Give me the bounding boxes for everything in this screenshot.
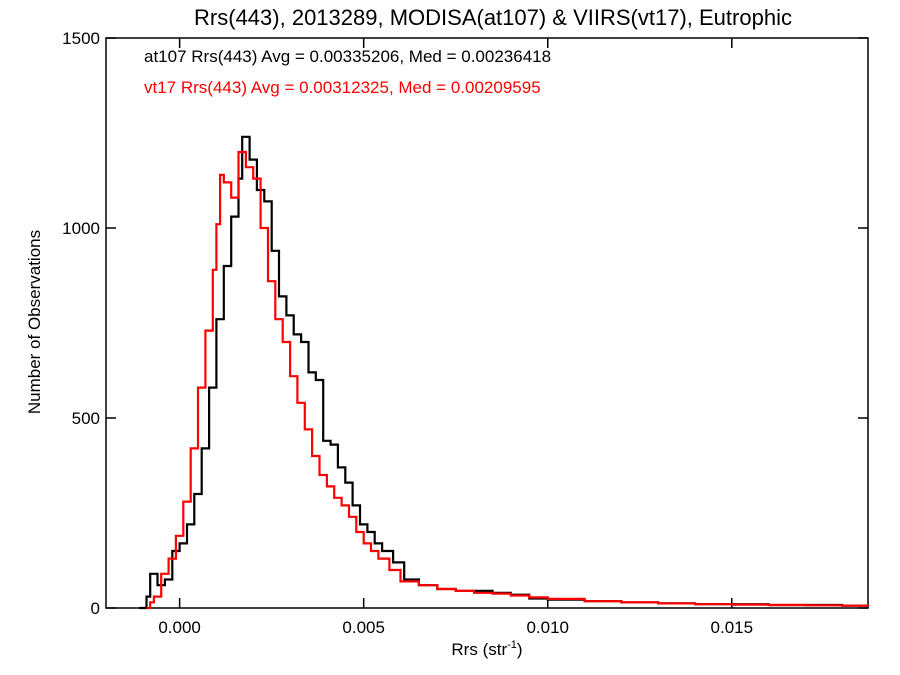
y-axis: 0 500 1000 1500 [62,29,868,618]
y-tick-label: 500 [72,409,100,428]
plot-frame [105,37,869,609]
x-axis-label: Rrs (str-1) [451,639,522,659]
x-axis: 0.000 0.005 0.010 0.015 [158,38,753,637]
annotation-vt17: vt17 Rrs(443) Avg = 0.00312325, Med = 0.… [144,78,541,97]
x-axis-label-close: ) [517,640,523,659]
annotation-at107: at107 Rrs(443) Avg = 0.00335206, Med = 0… [144,47,551,66]
y-tick-label: 1500 [62,29,100,48]
y-tick-label: 0 [91,599,100,618]
series-vt17-histogram [146,150,870,610]
series-group [139,135,870,610]
y-tick-label: 1000 [62,219,100,238]
x-axis-label-main: Rrs (str [451,640,507,659]
x-tick-label: 0.015 [711,618,754,637]
series-at107-histogram [139,135,870,610]
x-tick-label: 0.005 [342,618,385,637]
x-tick-label: 0.010 [526,618,569,637]
x-tick-label: 0.000 [158,618,201,637]
y-axis-label: Number of Observations [25,230,44,414]
chart-title: Rrs(443), 2013289, MODISA(at107) & VIIRS… [194,5,792,30]
x-axis-label-superscript: -1 [507,639,517,651]
